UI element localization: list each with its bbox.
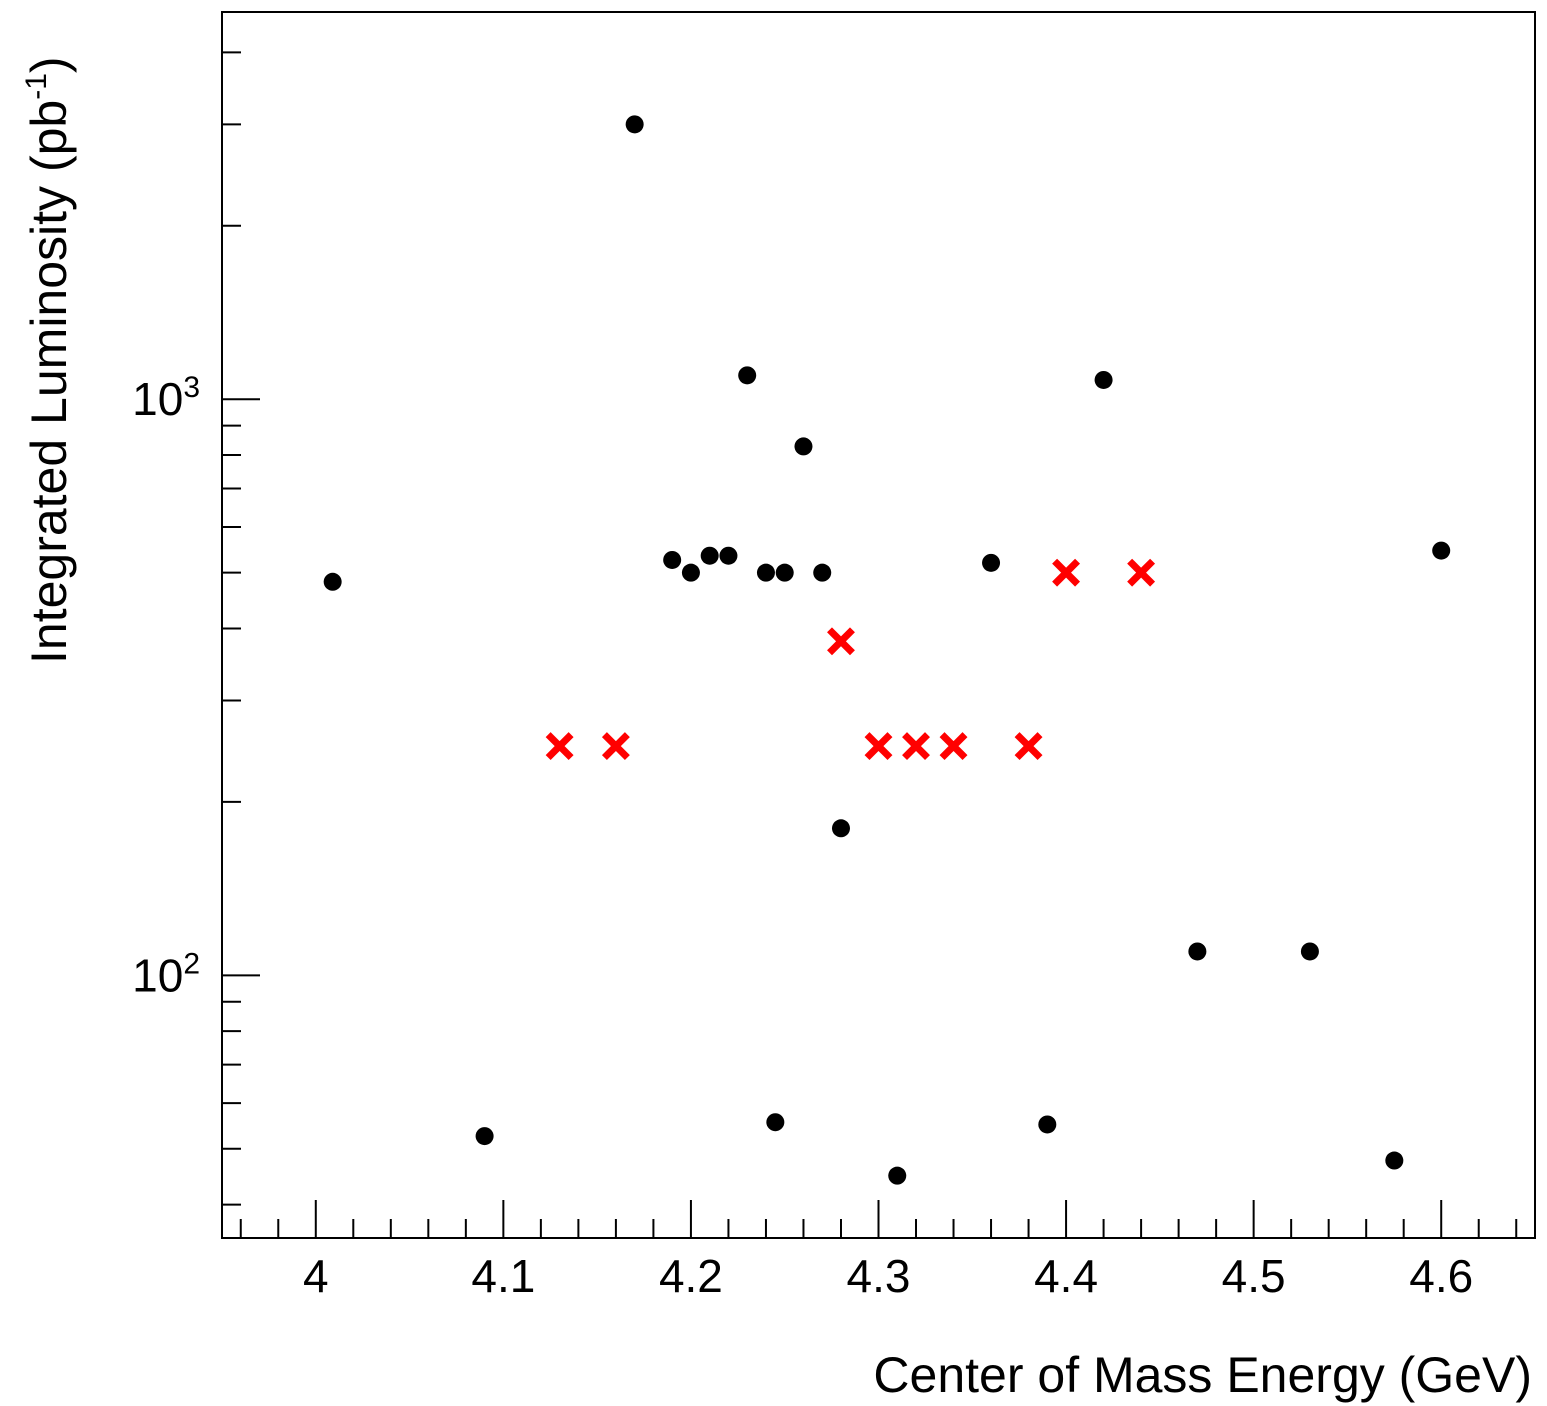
data-point-circle bbox=[813, 563, 832, 582]
data-point-circle bbox=[323, 572, 342, 591]
y-axis-title: Integrated Luminosity (pb-1) bbox=[20, 56, 77, 664]
x-tick-label: 4.2 bbox=[659, 1250, 723, 1302]
data-point-cross bbox=[1014, 732, 1043, 761]
y-axis-title-suffix: ) bbox=[21, 56, 77, 73]
y-axis-title-main: Integrated Luminosity (pb bbox=[21, 100, 77, 664]
data-point-circle bbox=[1038, 1115, 1057, 1134]
plot-frame bbox=[221, 11, 1536, 1239]
data-point-circle bbox=[663, 550, 682, 569]
data-point-cross bbox=[545, 732, 574, 761]
data-point-cross bbox=[1127, 558, 1156, 587]
data-point-circle bbox=[625, 115, 644, 134]
x-axis-ticks bbox=[239, 1200, 1518, 1238]
data-point-cross bbox=[1052, 558, 1081, 587]
x-tick-label: 4.6 bbox=[1409, 1250, 1473, 1302]
x-axis-tick-labels: 4 4.1 4.2 4.3 4.4 4.5 4.6 bbox=[303, 1250, 1473, 1302]
y-tick-label: 102 bbox=[132, 947, 200, 1001]
data-point-circle bbox=[794, 437, 813, 456]
data-point-cross bbox=[902, 732, 930, 761]
data-point-circle bbox=[775, 563, 794, 582]
x-tick-label: 4.4 bbox=[1034, 1250, 1098, 1302]
y-tick-label: 103 bbox=[132, 371, 200, 425]
data-point-circle bbox=[681, 563, 700, 582]
data-point-cross bbox=[939, 732, 968, 761]
data-point-circle bbox=[475, 1127, 494, 1146]
x-tick-label: 4.5 bbox=[1222, 1250, 1286, 1302]
data-point-circle bbox=[831, 819, 850, 838]
x-axis-title: Center of Mass Energy (GeV) bbox=[873, 1347, 1532, 1403]
data-points bbox=[323, 115, 1451, 1185]
x-tick-label: 4.3 bbox=[847, 1250, 911, 1302]
data-point-circle bbox=[756, 563, 775, 582]
data-point-circle bbox=[1432, 541, 1451, 560]
data-point-circle bbox=[738, 366, 757, 385]
data-point-cross bbox=[601, 732, 630, 761]
data-point-circle bbox=[888, 1166, 907, 1185]
y-axis-tick-labels: 102 103 bbox=[132, 371, 200, 1001]
data-point-cross bbox=[827, 627, 855, 656]
data-point-circle bbox=[719, 546, 738, 565]
data-point-cross bbox=[864, 732, 893, 761]
data-point-circle bbox=[1385, 1151, 1404, 1170]
data-point-circle bbox=[982, 553, 1001, 572]
y-axis-ticks bbox=[222, 51, 260, 1206]
data-point-circle bbox=[1094, 370, 1113, 389]
data-point-circle bbox=[1188, 942, 1207, 961]
y-axis-title-sup: -1 bbox=[20, 73, 53, 100]
data-point-circle bbox=[1300, 942, 1319, 961]
x-tick-label: 4.1 bbox=[471, 1250, 535, 1302]
data-point-circle bbox=[766, 1113, 785, 1132]
x-tick-label: 4 bbox=[303, 1250, 329, 1302]
data-point-circle bbox=[700, 546, 719, 565]
